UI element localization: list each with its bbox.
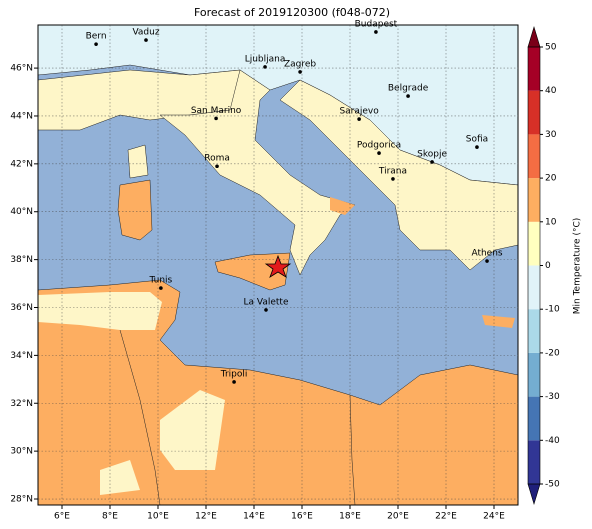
city-label: Tirana	[378, 166, 407, 176]
basemap	[37, 24, 519, 506]
city-label: La Valette	[244, 297, 289, 307]
city-marker	[215, 164, 219, 169]
colorbar-band	[528, 440, 540, 484]
y-tick-label: 42°N	[10, 159, 33, 169]
colorbar-band	[528, 265, 540, 310]
colorbar-tick-label: 50	[545, 43, 557, 53]
city-marker	[298, 70, 302, 74]
city-marker	[94, 42, 98, 46]
colorbar-tick-label: 30	[545, 130, 557, 140]
city-label: Skopje	[417, 149, 447, 159]
colorbar-under	[527, 483, 541, 506]
colorbar-tick-label: 40	[545, 86, 557, 96]
colorbar-band	[528, 178, 540, 222]
x-tick-label: 16°E	[291, 512, 313, 522]
city-label: Budapest	[355, 19, 398, 29]
city-marker	[214, 116, 218, 121]
colorbar-band	[528, 396, 540, 441]
x-tick-label: 10°E	[147, 512, 169, 522]
y-tick-label: 46°N	[10, 64, 33, 74]
city-label: Athens	[471, 249, 502, 259]
colorbar-tick-label: 0	[545, 261, 551, 271]
city-label: Bern	[86, 32, 107, 42]
colorbar-label: Min Temperature (°C)	[573, 218, 583, 315]
city-marker	[357, 117, 361, 121]
colorbar-band	[528, 221, 540, 266]
colorbar-tick-label: -50	[545, 480, 560, 490]
colorbar-over	[527, 25, 541, 48]
x-tick-label: 14°E	[243, 512, 265, 522]
city-label: Sofia	[466, 135, 488, 145]
y-tick-label: 32°N	[10, 399, 33, 409]
x-tick-label: 20°E	[387, 512, 409, 522]
map-frame	[37, 24, 519, 506]
city-marker	[485, 259, 489, 263]
x-tick-label: 22°E	[435, 512, 457, 522]
city-marker	[406, 94, 410, 98]
colorbar-band	[528, 90, 540, 135]
y-tick-label: 30°N	[10, 447, 33, 457]
colorbar-tick-label: -20	[545, 348, 560, 358]
y-tick-label: 28°N	[10, 495, 33, 505]
colorbar-tick-label: -30	[545, 392, 560, 402]
x-tick-label: 8°E	[102, 512, 118, 522]
city-label: Vaduz	[132, 28, 159, 38]
y-tick-label: 38°N	[10, 255, 33, 265]
x-tick-label: 24°E	[483, 512, 505, 522]
city-marker	[144, 38, 148, 42]
colorbar-tick-label: -10	[545, 305, 560, 315]
city-marker	[374, 30, 378, 34]
city-label: Belgrade	[388, 84, 429, 94]
city-label: Tunis	[149, 276, 173, 286]
city-label: San Marino	[191, 106, 242, 116]
city-label: Podgorica	[357, 141, 401, 151]
city-label: Zagreb	[284, 59, 316, 69]
city-marker	[264, 308, 268, 312]
x-tick-label: 12°E	[195, 512, 217, 522]
city-marker	[475, 145, 479, 149]
colorbar-tick-label: -40	[545, 436, 560, 446]
colorbar-tick-label: 20	[545, 174, 557, 184]
colorbar-tick-label: 10	[545, 217, 557, 227]
x-tick-label: 6°E	[54, 512, 70, 522]
city-marker	[159, 286, 163, 290]
city-label: Roma	[204, 154, 230, 164]
city-label: Sarajevo	[339, 107, 379, 117]
x-tick-label: 18°E	[339, 512, 361, 522]
city-marker	[430, 160, 434, 164]
colorbar-band	[528, 47, 540, 91]
y-tick-label: 44°N	[10, 111, 33, 121]
city-marker	[232, 380, 236, 384]
y-tick-label: 40°N	[10, 207, 33, 217]
city-marker	[377, 151, 381, 155]
y-tick-label: 34°N	[10, 351, 33, 361]
city-label: Tripoli	[220, 369, 248, 379]
city-marker	[391, 177, 395, 181]
city-marker	[263, 65, 267, 69]
title: Forecast of 2019120300 (f048-072)	[194, 6, 390, 19]
y-tick-label: 36°N	[10, 303, 33, 313]
colorbar-band	[528, 134, 540, 179]
colorbar-band	[528, 309, 540, 353]
city-label: Ljubljana	[245, 54, 286, 64]
colorbar-band	[528, 352, 540, 397]
